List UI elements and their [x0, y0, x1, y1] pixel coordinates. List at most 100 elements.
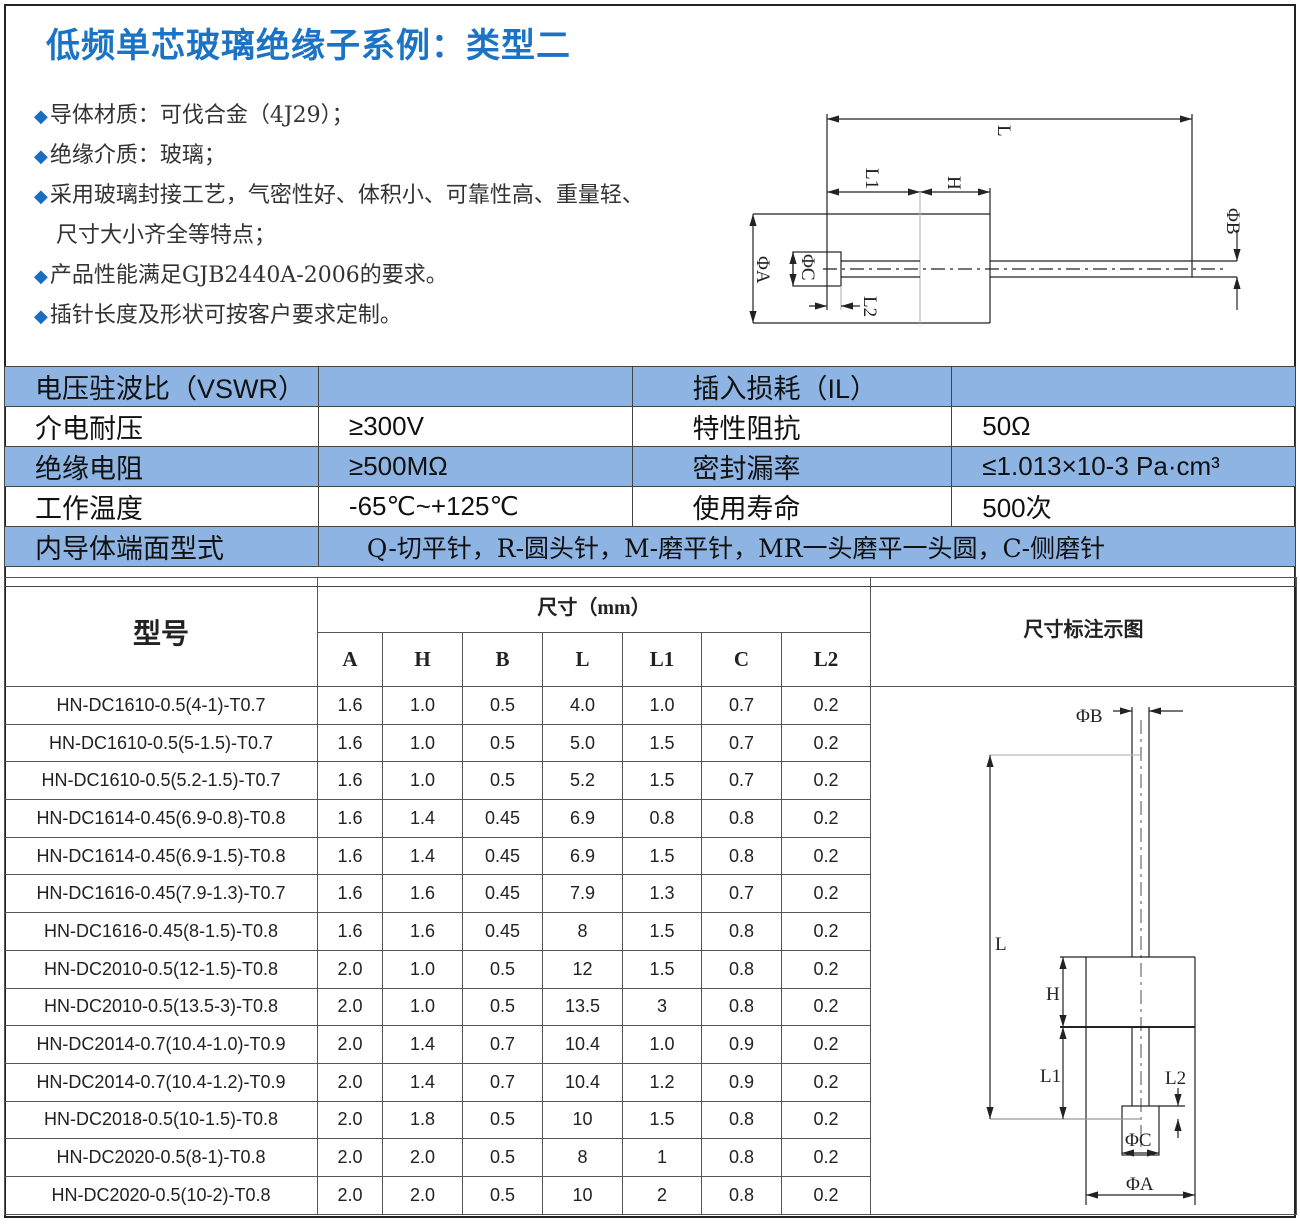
dimension-cell: 0.8 — [701, 1175, 782, 1215]
dimension-cell: 1.0 — [382, 723, 463, 763]
dimension-cell: 0.5 — [462, 1100, 543, 1140]
dimension-cell: 1.6 — [317, 874, 383, 914]
dimension-cell: 0.7 — [462, 1062, 543, 1102]
label-H: H — [943, 176, 964, 190]
dimension-cell: 2.0 — [317, 1100, 383, 1140]
side-label-L2: L2 — [1165, 1068, 1186, 1089]
column-header: L — [542, 632, 623, 687]
column-header: A — [317, 632, 383, 687]
model-cell: HN-DC2010-0.5(12-1.5)-T0.8 — [4, 949, 318, 989]
dimension-cell: 1 — [622, 1138, 702, 1177]
table-row: HN-DC2020-0.5(8-1)-T0.8 2.0 2.0 0.5 8 1 0.8 0.2 — [4, 1138, 1297, 1177]
table-row: HN-DC1616-0.45(7.9-1.3)-T0.7 1.6 1.6 0.45 7.… — [4, 874, 1297, 914]
dimension-cell: 2.0 — [317, 1138, 383, 1177]
feature-text: 产品性能满足GJB2440A-2006的要求。 — [49, 263, 448, 288]
dimension-cell: 1.0 — [382, 949, 463, 989]
diamond-bullet-icon: ◆ — [34, 106, 48, 127]
spec-value: -65℃~+125℃ — [317, 486, 633, 527]
dimension-cell: 0.2 — [781, 949, 871, 989]
model-cell: HN-DC2020-0.5(10-2)-T0.8 — [4, 1175, 318, 1215]
dimension-cell: 1.6 — [317, 686, 383, 725]
table-row: HN-DC2010-0.5(13.5-3)-T0.8 2.0 1.0 0.5 13.5 3… — [4, 987, 1297, 1027]
dimension-cell: 1.0 — [382, 686, 463, 725]
dimension-cell: 0.7 — [701, 723, 782, 763]
page-title: 低频单芯玻璃绝缘子系例：类型二 — [46, 27, 571, 65]
spec-key: 特性阻抗 — [631, 406, 953, 447]
table-row: HN-DC2010-0.5(12-1.5)-T0.8 2.0 1.0 0.5 12 1.5… — [4, 949, 1297, 989]
dimension-cell: 12 — [542, 949, 623, 989]
dimension-cell: 0.45 — [462, 799, 543, 838]
side-label-phiA: ΦA — [1126, 1174, 1154, 1195]
dimension-cell: 0.5 — [462, 723, 543, 763]
label-L2: L2 — [859, 296, 880, 317]
spec-key: 工作温度 — [4, 486, 319, 527]
spec-value: ≥300V — [317, 406, 633, 447]
feature-text: 插针长度及形状可按客户要求定制。 — [49, 303, 402, 328]
table-row: HN-DC1616-0.45(8-1.5)-T0.8 1.6 1.6 0.45 8 1.5… — [4, 912, 1297, 951]
spec-row: 介电耐压 ≥300V 特性阻抗 50Ω — [4, 406, 1296, 447]
spec-row: 工作温度 -65℃~+125℃ 使用寿命 500次 — [4, 486, 1296, 527]
side-diagram: ΦB L H L1 L2 ΦC ΦA — [986, 706, 1196, 1205]
label-phiC: ΦC — [797, 254, 818, 281]
top-diagram: L L1 H ΦA ΦC L2 ΦB — [749, 114, 1243, 324]
side-label-H: H — [1046, 984, 1060, 1005]
spec-value: Q-切平针，R-圆头针，M-磨平针，MR一头磨平一头圆，C-侧磨针 — [317, 526, 1297, 567]
model-cell: HN-DC1610-0.5(5.2-1.5)-T0.7 — [4, 761, 318, 801]
dimension-cell: 0.2 — [781, 874, 871, 914]
spec-row: 电压驻波比（VSWR） 插入损耗（IL） — [4, 366, 1296, 407]
column-header: B — [462, 632, 543, 687]
model-cell: HN-DC1610-0.5(5-1.5)-T0.7 — [4, 723, 318, 763]
spec-key: 电压驻波比（VSWR） — [4, 366, 319, 407]
spec-key: 使用寿命 — [631, 486, 953, 527]
spec-key: 介电耐压 — [4, 406, 319, 447]
dimension-cell: 1.5 — [622, 761, 702, 801]
dimension-cell: 0.7 — [701, 874, 782, 914]
dimension-cell: 1.4 — [382, 1062, 463, 1102]
model-cell: HN-DC1610-0.5(4-1)-T0.7 — [4, 686, 318, 725]
feature-text: 导体材质：可伐合金（4J29）； — [49, 103, 354, 128]
dimension-cell: 8 — [542, 1138, 623, 1177]
diamond-bullet-icon: ◆ — [34, 146, 48, 167]
table-row: HN-DC1610-0.5(5.2-1.5)-T0.7 1.6 1.0 0.5 5.2 1… — [4, 761, 1297, 801]
dimension-cell: 1.2 — [622, 1062, 702, 1102]
dimension-cell: 0.8 — [701, 949, 782, 989]
table-row: HN-DC2020-0.5(10-2)-T0.8 2.0 2.0 0.5 10 2 0.8 0… — [4, 1175, 1297, 1215]
table-row: HN-DC1614-0.45(6.9-1.5)-T0.8 1.6 1.4 0.45 6.… — [4, 836, 1297, 876]
dimension-cell: 6.9 — [542, 799, 623, 838]
table-row: HN-DC2018-0.5(10-1.5)-T0.8 2.0 1.8 0.5 10 1.5… — [4, 1100, 1297, 1140]
side-label-L: L — [995, 934, 1007, 955]
side-label-phiC: ΦC — [1125, 1130, 1152, 1151]
dimension-cell: 0.7 — [701, 761, 782, 801]
dimension-cell: 2.0 — [382, 1175, 463, 1215]
spec-value: ≤1.013×10-3 Pa·cm³ — [951, 446, 1296, 487]
label-phiA: ΦA — [752, 256, 773, 284]
model-cell: HN-DC2020-0.5(8-1)-T0.8 — [4, 1138, 318, 1177]
dimension-cell: 1.5 — [622, 1100, 702, 1140]
dimension-cell: 4.0 — [542, 686, 623, 725]
label-phiB: ΦB — [1222, 208, 1243, 235]
dimension-cell: 0.45 — [462, 874, 543, 914]
dimension-cell: 0.7 — [701, 686, 782, 725]
spec-value — [951, 366, 1296, 407]
table-row: HN-DC1610-0.5(5-1.5)-T0.7 1.6 1.0 0.5 5.0 1.5… — [4, 723, 1297, 763]
dimension-cell: 0.8 — [701, 1138, 782, 1177]
spec-table: 电压驻波比（VSWR） 插入损耗（IL） 介电耐压 ≥300V 特性阻抗 50Ω 绝缘电阻 ≥… — [4, 366, 1297, 587]
model-header: 型号 — [4, 577, 318, 687]
dimension-cell: 10.4 — [542, 1062, 623, 1102]
dimension-cell: 1.6 — [317, 723, 383, 763]
spec-value: 500次 — [951, 486, 1296, 527]
dimension-cell: 1.5 — [622, 949, 702, 989]
dimension-cell: 10.4 — [542, 1025, 623, 1064]
column-header: L1 — [622, 632, 702, 687]
dimension-cell: 0.8 — [622, 799, 702, 838]
label-L: L — [993, 125, 1014, 137]
dimension-cell: 0.2 — [781, 1175, 871, 1215]
dimension-cell: 2.0 — [317, 987, 383, 1027]
dimension-cell: 6.9 — [542, 836, 623, 876]
feature-text: 绝缘介质：玻璃； — [49, 143, 226, 168]
dimension-cell: 0.5 — [462, 1175, 543, 1215]
diamond-bullet-icon: ◆ — [34, 266, 48, 287]
feature-item: ◆产品性能满足GJB2440A-2006的要求。 — [34, 257, 448, 289]
dimension-cell: 2.0 — [317, 1175, 383, 1215]
